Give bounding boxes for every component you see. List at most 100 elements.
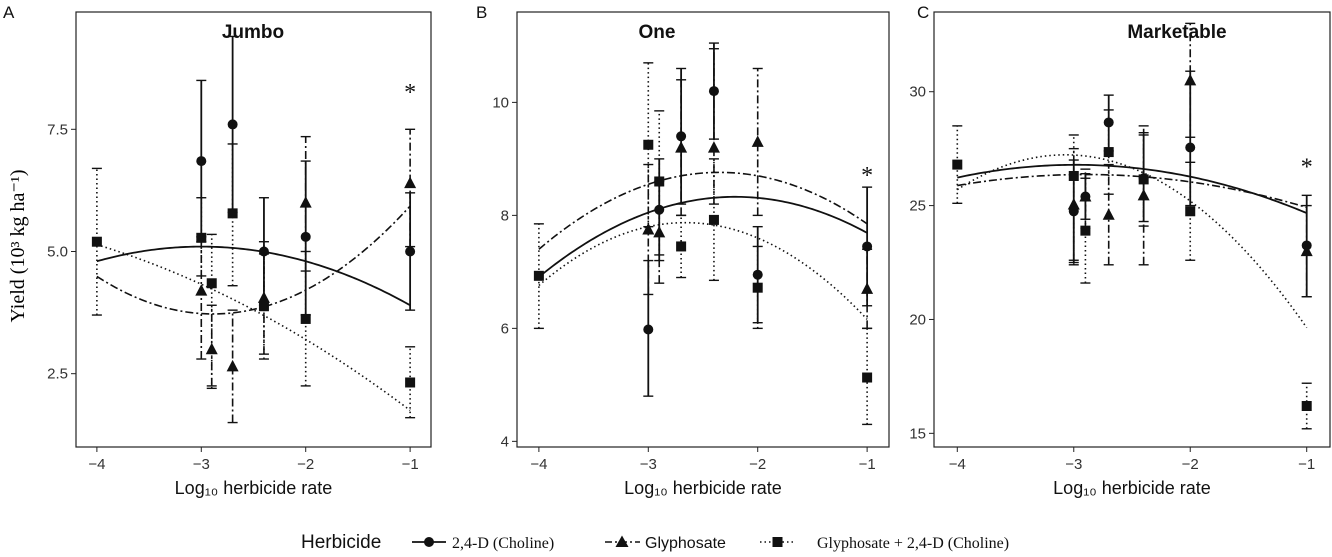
data-point-triangle — [257, 291, 270, 303]
series-mix — [952, 109, 1312, 430]
data-point-square — [91, 236, 102, 247]
legend-label-glyphosate: Glyphosate — [645, 535, 726, 552]
data-point-square — [654, 176, 665, 187]
legend-entry-choline: 2,4-D (Choline) — [412, 535, 554, 552]
fit-curve — [96, 205, 411, 315]
data-point-square — [206, 278, 217, 289]
data-point-square — [1138, 174, 1149, 185]
fit-curve — [538, 221, 868, 320]
x-tick-label: −1 — [859, 456, 876, 473]
data-point-circle — [227, 119, 238, 130]
data-point-square — [643, 139, 654, 150]
legend-label-mix: Glyphosate + 2,4-D (Choline) — [817, 535, 1009, 552]
data-point-triangle — [299, 196, 312, 208]
panel-border — [75, 11, 432, 448]
y-tick-label: 7.5 — [47, 121, 68, 138]
series-glyphosate — [538, 48, 874, 330]
fit-curve — [956, 154, 1308, 329]
x-tick-label: −2 — [297, 456, 314, 473]
series-mix — [533, 62, 873, 426]
data-point-square — [258, 301, 269, 312]
x-tick-label: −3 — [640, 456, 657, 473]
x-tick-label: −4 — [88, 456, 105, 473]
x-tick-label: −3 — [1065, 456, 1082, 473]
data-point-square — [676, 241, 687, 252]
data-point-triangle — [707, 141, 720, 153]
legend-entry-mix: Glyphosate + 2,4-D (Choline) — [760, 535, 1009, 552]
data-point-square — [952, 159, 963, 170]
x-tick-label: −1 — [402, 456, 419, 473]
data-point-triangle — [1137, 188, 1150, 201]
data-point-square — [1080, 225, 1091, 236]
fit-curve — [96, 245, 411, 307]
y-tick-label: 20 — [909, 311, 926, 328]
x-axis-label: Log₁₀ herbicide rate — [624, 478, 782, 498]
data-point-triangle — [1102, 208, 1115, 220]
panel-letter: C — [917, 3, 929, 22]
data-point-triangle — [642, 223, 655, 235]
panel-border — [933, 11, 1331, 448]
y-tick-label: 30 — [909, 84, 926, 101]
data-point-circle — [643, 324, 654, 335]
series-glyphosate — [96, 128, 417, 424]
fit-curve — [538, 195, 868, 278]
panel-title: Marketable — [1127, 22, 1226, 43]
data-point-circle — [752, 269, 763, 280]
data-point-square — [752, 282, 763, 293]
x-axis-label: Log₁₀ herbicide rate — [175, 478, 333, 498]
data-point-square — [862, 372, 873, 383]
x-tick-label: −2 — [749, 456, 766, 473]
y-tick-label: 4 — [501, 433, 509, 450]
legend-triangle-marker — [615, 535, 629, 547]
panel-border — [516, 11, 890, 448]
data-point-triangle — [195, 284, 208, 296]
panel-title: Jumbo — [222, 22, 284, 43]
data-point-square — [300, 313, 311, 324]
legend-title: Herbicide — [301, 532, 381, 553]
data-point-triangle — [861, 282, 874, 294]
panel-letter: A — [3, 3, 15, 22]
data-point-square — [1301, 401, 1312, 412]
data-point-triangle — [1067, 197, 1080, 210]
panel-jumbo: A Jumbo −4 −3 −2 −1 2.5 5.0 7.5 Log₁₀ herbicide r… — [3, 3, 432, 498]
data-point-square — [708, 214, 719, 225]
legend-square-marker — [772, 537, 783, 547]
y-tick-label: 10 — [492, 94, 509, 111]
data-point-square — [227, 208, 238, 219]
plot-area — [91, 35, 417, 424]
legend: Herbicide 2,4-D (Choline) Glyphosate Gly… — [301, 532, 1009, 553]
y-tick-label: 2.5 — [47, 366, 68, 383]
fit-curve — [957, 163, 1308, 214]
data-point-triangle — [1079, 189, 1092, 202]
plot-area — [952, 22, 1313, 430]
significance-star: * — [404, 80, 416, 106]
legend-entry-glyphosate: Glyphosate — [605, 535, 726, 552]
y-tick-label: 6 — [501, 320, 509, 337]
fit-curve — [538, 171, 868, 250]
series-choline — [538, 42, 873, 397]
series-glyphosate — [957, 22, 1313, 298]
data-point-square — [1185, 206, 1196, 217]
x-tick-label: −2 — [1182, 456, 1199, 473]
data-point-triangle — [1184, 73, 1197, 86]
data-point-triangle — [1300, 244, 1313, 257]
fit-curve — [957, 173, 1307, 209]
y-tick-label: 8 — [501, 207, 509, 224]
series-choline — [96, 35, 416, 316]
x-tick-label: −4 — [949, 456, 966, 473]
x-tick-label: −4 — [530, 456, 547, 473]
panel-title: One — [639, 22, 676, 43]
x-tick-label: −3 — [193, 456, 210, 473]
x-axis-label: Log₁₀ herbicide rate — [1053, 478, 1211, 498]
fit-curve — [96, 243, 411, 411]
y-tick-label: 5.0 — [47, 243, 68, 260]
x-tick-label: −1 — [1298, 456, 1315, 473]
y-axis-label: Yield (10³ kg ha⁻¹) — [7, 169, 29, 322]
data-point-triangle — [205, 342, 218, 355]
data-point-circle — [1185, 142, 1196, 153]
chart-panels: A Jumbo −4 −3 −2 −1 2.5 5.0 7.5 Log₁₀ herbicide r… — [3, 3, 1331, 498]
data-point-square — [533, 270, 544, 281]
data-point-circle — [1103, 117, 1114, 128]
y-tick-label: 25 — [909, 198, 926, 215]
